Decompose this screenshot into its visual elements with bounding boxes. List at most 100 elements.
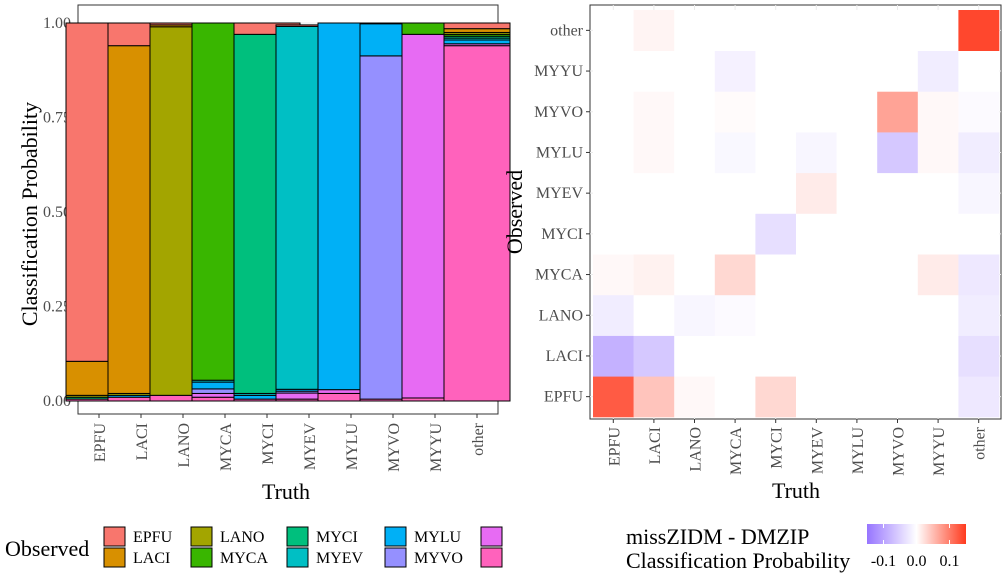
bar-y-tick-label: 0.25 (43, 299, 71, 316)
bar-segment-mylu (443, 39, 511, 45)
heatmap-cell (958, 50, 1000, 92)
heatmap-cell (633, 335, 675, 377)
heatmap-legend-title-line1: missZIDM - DMZIP (626, 524, 809, 549)
heatmap-cell (836, 91, 878, 133)
heatmap-x-tick-label: MYEV (809, 427, 826, 475)
heatmap-cell (877, 91, 919, 133)
heatmap-cell (755, 294, 797, 336)
heatmap-cell (633, 10, 675, 51)
heatmap-cell (755, 213, 797, 255)
heatmap-cell (633, 91, 675, 133)
heatmap-cell (796, 172, 837, 214)
heatmap-cell (714, 132, 756, 174)
heatmap-cell (633, 213, 675, 255)
heatmap-cell (714, 254, 756, 296)
heatmap-cell (917, 132, 959, 174)
heatmap-cell (958, 172, 1000, 214)
heatmap-cell (796, 132, 837, 174)
heatmap-cell (796, 50, 837, 92)
bar-y-tick-label: 0.75 (43, 110, 71, 127)
heatmap-cell (836, 213, 878, 255)
heatmap-x-tick-label: MYCI (769, 427, 786, 469)
heatmap-cell (714, 10, 756, 51)
heatmap-cell (633, 376, 675, 418)
bar-segment-epfu (443, 22, 511, 30)
heatmap-cell (593, 254, 634, 296)
heatmap-y-axis-title: Observed (502, 170, 527, 254)
heatmap-cell (877, 376, 919, 418)
heatmap-legend-title-line2: Classification Probability (626, 548, 850, 573)
heatmap-cell (593, 132, 634, 174)
heatmap-x-tick-label: MYVO (891, 427, 908, 476)
bar-legend-label: LACI (133, 550, 170, 567)
heatmap-cell (958, 213, 1000, 255)
heatmap-x-tick-label: other (972, 426, 989, 460)
heatmap-x-tick-label: MYLU (850, 427, 867, 475)
heatmap-cell (836, 335, 878, 377)
heatmap-cell (958, 376, 1000, 418)
bar-y-tick-label: 1.00 (43, 15, 71, 32)
bar-x-tick-label: MYCA (218, 423, 235, 471)
bar-x-tick-label: MYCI (260, 423, 277, 465)
heatmap-cell (796, 335, 837, 377)
bar-legend-label: LANO (220, 529, 264, 546)
heatmap-cell (917, 10, 959, 51)
heatmap-x-ticks: EPFU LACI LANO MYCA MYCI MYEV MYLU MYVO MYYU othe… (606, 419, 989, 476)
heatmap-cell (674, 132, 716, 174)
bar-legend-key (190, 526, 213, 547)
heatmap-y-tick-label: MYCA (535, 267, 583, 284)
heatmap-cell (714, 91, 756, 133)
bar-legend-key (190, 547, 213, 568)
heatmap-cell (674, 172, 716, 214)
heatmap-cell (958, 132, 1000, 174)
bar-x-tick-label: EPFU (92, 423, 109, 463)
heatmap-cell (796, 254, 837, 296)
bar-legend-key (286, 547, 309, 568)
bar-legend-key (103, 526, 126, 547)
heatmap-cell (796, 213, 837, 255)
bar-legend-label: MYVO (414, 550, 463, 567)
heatmap-cell (674, 213, 716, 255)
heatmap-cell (674, 254, 716, 296)
heatmap-cell (593, 172, 634, 214)
heatmap-y-tick-label: MYYU (534, 63, 583, 80)
heatmap-cell (755, 254, 797, 296)
heatmap-cell (958, 10, 1000, 51)
heatmap-cell (958, 335, 1000, 377)
heatmap-cell (633, 254, 675, 296)
heatmap-cell (796, 376, 837, 418)
heatmap-cell (796, 91, 837, 133)
bar-y-axis-title: Classification Probability (17, 102, 42, 326)
heatmap-y-tick-label: LACI (546, 348, 583, 365)
bar-x-tick-label: LACI (134, 423, 151, 460)
bar-x-tick-label: MYLU (344, 423, 361, 471)
bar-y-tick-label: 0.50 (43, 204, 71, 221)
heatmap-cell (877, 335, 919, 377)
heatmap-cell (714, 294, 756, 336)
heatmap-cells (593, 10, 1000, 418)
bar-x-ticks: EPFU LACI LANO MYCA MYCI MYEV MYLU MYVO MYYU othe… (92, 414, 487, 472)
bar-x-tick-label: MYEV (302, 423, 319, 471)
colorbar-tick-label: 0.0 (907, 553, 927, 570)
heatmap-cell (755, 172, 797, 214)
heatmap-x-tick-label: MYYU (931, 427, 948, 476)
heatmap-cell (593, 376, 634, 418)
heatmap-y-tick-label: MYVO (534, 104, 583, 121)
heatmap-chart: EPFU LACI LANO MYCA MYCI MYEV MYLU MYVO MYYU othe… (502, 4, 1002, 503)
heatmap-cell (593, 50, 634, 92)
heatmap-y-tick-label: EPFU (544, 389, 584, 406)
heatmap-y-ticks: EPFU LACI LANO MYCA MYCI MYEV MYLU MYVO MYYU othe… (534, 22, 590, 406)
bar-legend-key (384, 547, 407, 568)
heatmap-y-tick-label: MYEV (536, 185, 584, 202)
heatmap-cell (917, 172, 959, 214)
heatmap-cell (755, 91, 797, 133)
bar-legend: Observed EPFU LACI LANO MYCA MYCI MYEV MYLU MYV… (5, 526, 503, 568)
bar-segment-other (443, 45, 511, 402)
bar-legend-label: MYCI (316, 529, 358, 546)
heatmap-cell (917, 335, 959, 377)
heatmap-cell (917, 213, 959, 255)
heatmap-cell (877, 254, 919, 296)
heatmap-cell (836, 376, 878, 418)
heatmap-cell (917, 50, 959, 92)
heatmap-cell (755, 335, 797, 377)
